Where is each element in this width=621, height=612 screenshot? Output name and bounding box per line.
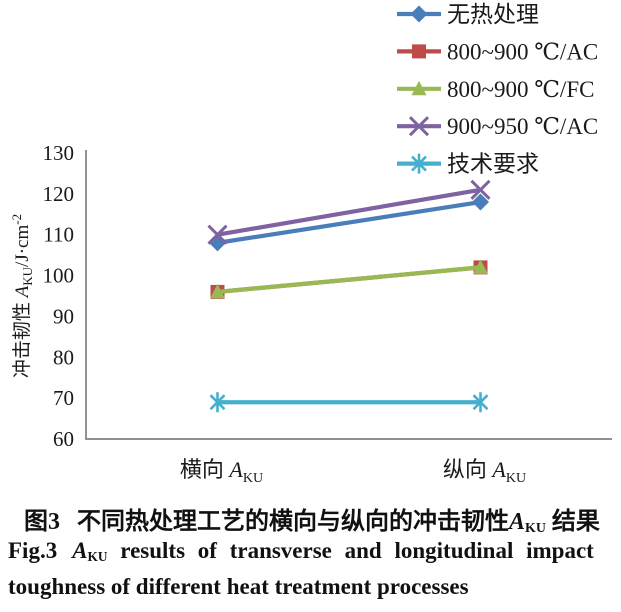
series-line (217, 199, 481, 245)
y-tick-label: 110 (43, 223, 74, 247)
x-axis-tick-labels: 横向 AKU 纵向 AKU (180, 457, 526, 486)
chart-legend: 无热处理 800~900 ℃/AC 800~900 ℃/FC 900~950 ℃/AC… (397, 2, 598, 177)
caption-en-var-sub: KU (87, 549, 108, 565)
square-marker-icon (412, 44, 426, 59)
caption-cn-var-sub: KU (525, 521, 546, 537)
chart-axes (85, 150, 612, 440)
y-tick-label: 100 (43, 264, 75, 288)
diamond-marker-icon (472, 193, 489, 211)
legend-label: 技术要求 (447, 152, 539, 177)
caption-cn-var: A (509, 509, 526, 535)
legend-item: 技术要求 (397, 152, 539, 177)
series-3 (207, 179, 491, 245)
x-category-label: 横向 AKU (180, 457, 263, 486)
caption-en-tag: Fig.3 (8, 538, 58, 563)
legend-item: 800~900 ℃/AC (397, 39, 598, 64)
caption-cn-suffix: 结果 (545, 509, 600, 535)
star-marker-icon (411, 153, 427, 174)
legend-label: 900~950 ℃/AC (447, 114, 598, 139)
y-tick-label: 90 (53, 304, 74, 328)
triangle-marker-icon (473, 259, 488, 274)
triangle-marker-icon (411, 80, 427, 96)
legend-item: 800~900 ℃/FC (397, 77, 594, 102)
caption-en-line1: Fig.3 AKU results of transverse and longi… (8, 538, 594, 564)
triangle-marker-icon (210, 283, 225, 299)
x-category-label: 纵向 AKU (443, 457, 526, 486)
legend-item: 无热处理 (397, 2, 539, 27)
caption-cn-tag: 图3 (24, 509, 60, 535)
series-2 (210, 259, 488, 299)
y-tick-label: 60 (53, 427, 74, 451)
star-marker-icon (472, 392, 489, 413)
diamond-marker-icon (209, 234, 226, 252)
y-tick-label: 80 (53, 345, 74, 369)
series-4 (209, 392, 489, 413)
legend-item: 900~950 ℃/AC (397, 114, 598, 139)
y-tick-label: 120 (43, 182, 75, 206)
caption-cn-text: 不同热处理工艺的横向与纵向的冲击韧性 (77, 509, 509, 535)
caption-en-var: A (72, 538, 88, 563)
caption-cn: 图3 不同热处理工艺的横向与纵向的冲击韧性AKU 结果 (24, 501, 600, 536)
xmark-marker-icon (408, 116, 430, 137)
series-0 (209, 193, 489, 252)
caption-en-rest: results of transverse and longitudinal i… (107, 538, 594, 563)
xmark-marker-icon (470, 179, 491, 200)
series-line (217, 265, 481, 295)
y-axis-tick-labels: 60 70 80 90 100 110 120 130 (43, 141, 75, 451)
y-tick-label: 130 (43, 141, 75, 165)
y-axis-title: 冲击韧性 AKU/J·cm-2 (9, 214, 35, 378)
star-marker-icon (209, 392, 226, 413)
legend-label: 800~900 ℃/AC (447, 39, 598, 64)
caption-en-line2: toughness of different heat treatment pr… (8, 574, 469, 599)
xmark-marker-icon (207, 224, 228, 245)
y-tick-label: 70 (53, 386, 74, 410)
legend-label: 无热处理 (447, 2, 539, 27)
impact-toughness-chart: 60 70 80 90 100 110 120 130 横向 AKU 纵向 AKU 冲击韧性 AKU… (9, 2, 612, 486)
diamond-marker-icon (410, 5, 428, 23)
legend-label: 800~900 ℃/FC (447, 77, 594, 102)
series-line (217, 187, 481, 237)
